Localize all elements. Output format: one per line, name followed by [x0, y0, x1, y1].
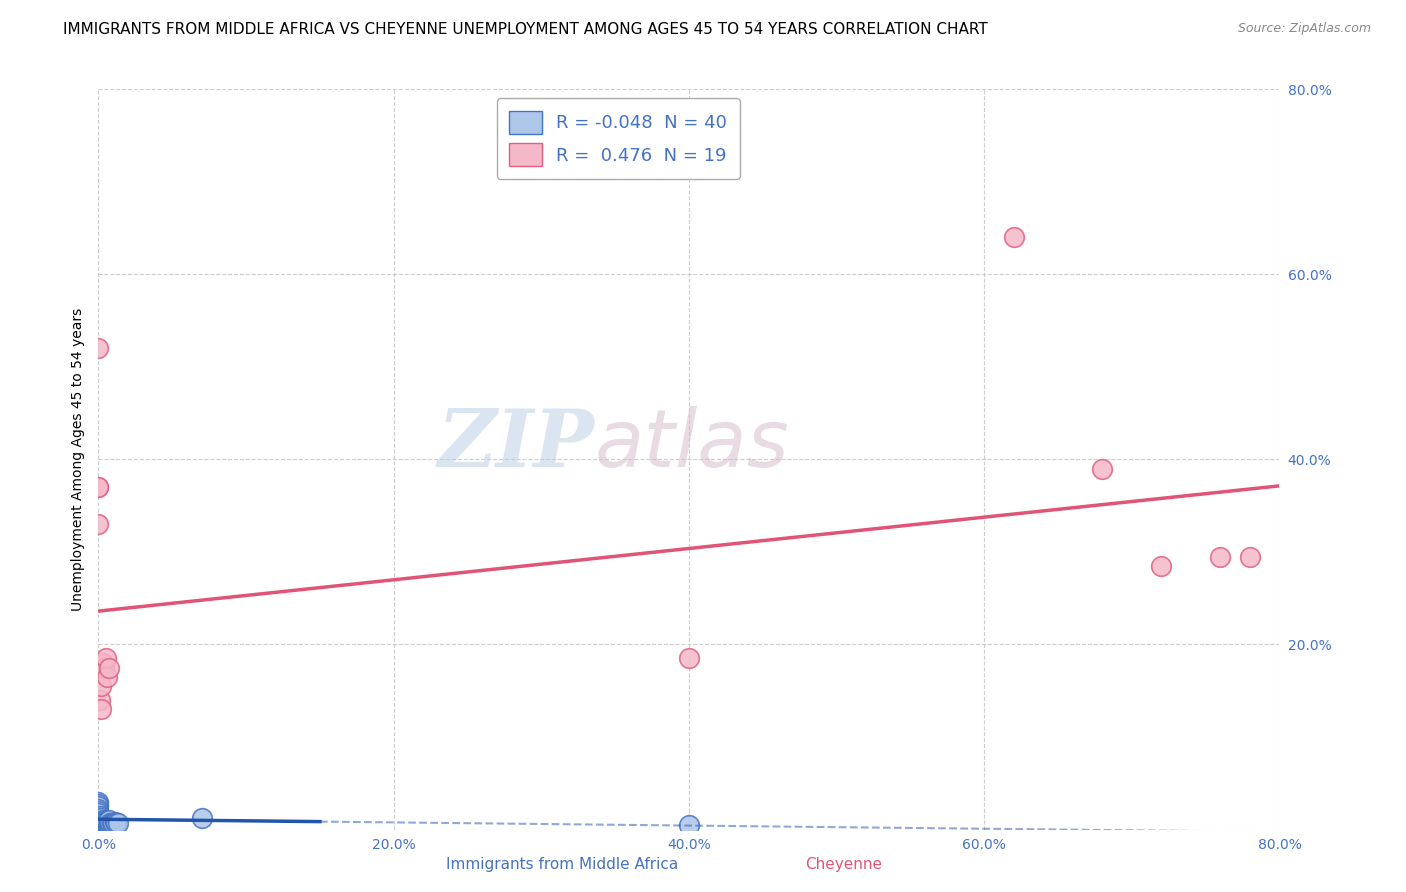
Point — [87, 814, 110, 828]
Point — [97, 816, 120, 830]
Point — [93, 660, 115, 674]
Point — [87, 817, 110, 831]
Point — [89, 693, 111, 707]
Point — [87, 808, 110, 822]
Point — [89, 808, 111, 822]
Point — [1239, 549, 1261, 564]
Point — [87, 480, 110, 494]
Point — [94, 651, 117, 665]
Point — [97, 814, 120, 828]
Point — [91, 814, 114, 828]
Point — [98, 816, 121, 830]
Y-axis label: Unemployment Among Ages 45 to 54 years: Unemployment Among Ages 45 to 54 years — [70, 308, 84, 611]
Point — [87, 802, 110, 816]
Point — [100, 816, 122, 830]
Point — [87, 818, 110, 832]
Point — [89, 814, 111, 828]
Point — [1002, 230, 1025, 244]
Point — [93, 814, 115, 829]
Point — [87, 815, 110, 830]
Point — [90, 815, 112, 830]
Point — [91, 817, 114, 831]
Point — [678, 651, 700, 665]
Text: Cheyenne: Cheyenne — [806, 857, 882, 872]
Point — [87, 517, 110, 532]
Point — [87, 811, 110, 825]
Point — [87, 341, 110, 355]
Point — [93, 816, 115, 830]
Point — [91, 815, 114, 830]
Point — [1091, 461, 1114, 475]
Point — [87, 795, 110, 809]
Point — [89, 815, 111, 830]
Point — [1209, 549, 1232, 564]
Point — [87, 804, 110, 818]
Point — [87, 799, 110, 814]
Point — [87, 797, 110, 811]
Point — [89, 660, 111, 674]
Point — [90, 702, 112, 716]
Point — [94, 816, 117, 830]
Text: Source: ZipAtlas.com: Source: ZipAtlas.com — [1237, 22, 1371, 36]
Point — [89, 812, 111, 826]
Point — [96, 670, 118, 684]
Text: atlas: atlas — [595, 406, 789, 483]
Point — [191, 812, 214, 826]
Point — [104, 815, 127, 830]
Point — [91, 656, 114, 670]
Point — [96, 816, 118, 830]
Legend: R = -0.048  N = 40, R =  0.476  N = 19: R = -0.048 N = 40, R = 0.476 N = 19 — [496, 98, 740, 179]
Text: ZIP: ZIP — [437, 406, 595, 483]
Point — [97, 660, 120, 674]
Point — [107, 816, 129, 830]
Point — [90, 817, 112, 831]
Point — [90, 814, 112, 828]
Point — [87, 805, 110, 820]
Point — [105, 816, 128, 830]
Point — [1150, 558, 1173, 573]
Point — [90, 679, 112, 693]
Text: Immigrants from Middle Africa: Immigrants from Middle Africa — [446, 857, 679, 872]
Point — [678, 818, 700, 832]
Point — [87, 480, 110, 494]
Point — [94, 814, 117, 829]
Point — [89, 817, 111, 831]
Text: IMMIGRANTS FROM MIDDLE AFRICA VS CHEYENNE UNEMPLOYMENT AMONG AGES 45 TO 54 YEARS: IMMIGRANTS FROM MIDDLE AFRICA VS CHEYENN… — [63, 22, 988, 37]
Point — [103, 816, 125, 830]
Point — [90, 812, 112, 826]
Point — [96, 814, 118, 829]
